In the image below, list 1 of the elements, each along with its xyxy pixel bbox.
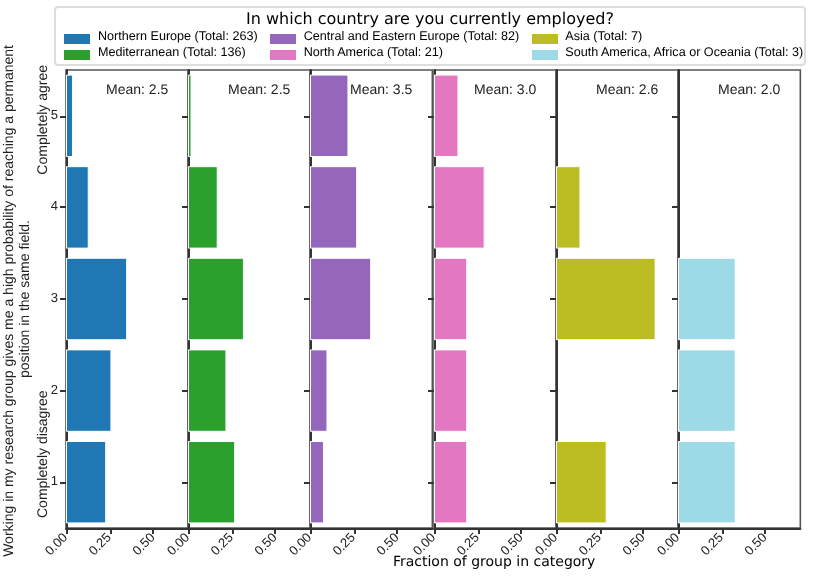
legend-title: In which country are you currently employed?: [244, 8, 616, 30]
